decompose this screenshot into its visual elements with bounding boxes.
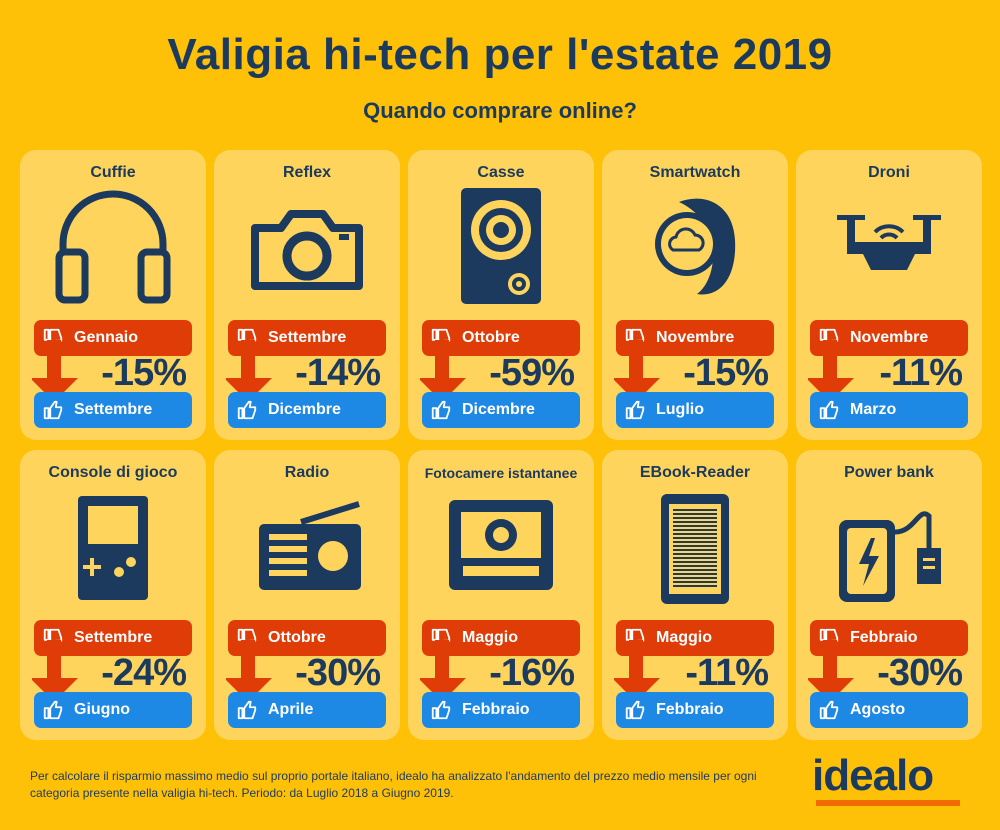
down-arrow-icon (226, 340, 272, 402)
saving-percentage: -30% (295, 652, 381, 694)
page-subtitle: Quando comprare online? (363, 98, 637, 123)
idealo-logo: idealo (812, 754, 962, 810)
methodology-footnote: Per calcolare il risparmio massimo medio… (30, 769, 757, 800)
cheapest-month: Agosto (810, 692, 968, 728)
down-arrow-icon (420, 340, 466, 402)
category-card-ebook-reader: EBook-Reader Maggio -11% Febbraio (602, 450, 788, 740)
cheap-month-label: Febbraio (656, 701, 724, 718)
down-arrow-icon (32, 340, 78, 402)
expensive-month-label: Maggio (656, 629, 712, 646)
headphones-icon (53, 186, 173, 306)
expensive-month-label: Gennaio (74, 329, 139, 346)
card-title: Power bank (844, 464, 934, 481)
category-grid: Cuffie Gennaio -15% Settembre Reflex (20, 150, 982, 742)
cheapest-month: Dicembre (228, 392, 386, 428)
card-title: Cuffie (90, 164, 136, 181)
down-arrow-icon (420, 640, 466, 702)
game-console-icon (53, 486, 173, 606)
category-card-casse: Casse Ottobre -59% Dicembre (408, 150, 594, 440)
cheap-month-label: Dicembre (268, 401, 341, 418)
thumbs-up-icon (43, 400, 63, 420)
power-bank-icon (829, 486, 949, 606)
thumbs-up-icon (819, 400, 839, 420)
down-arrow-icon (226, 640, 272, 702)
down-arrow-icon (32, 640, 78, 702)
saving-percentage: -11% (685, 652, 769, 694)
cheap-month-label: Luglio (656, 401, 704, 418)
smartwatch-icon (635, 186, 755, 306)
down-arrow-icon (808, 640, 854, 702)
cheapest-month: Dicembre (422, 392, 580, 428)
card-title: Radio (284, 464, 330, 481)
logo-text: idealo (812, 751, 934, 800)
thumbs-up-icon (237, 700, 257, 720)
down-arrow-icon (614, 340, 660, 402)
cheap-month-label: Marzo (850, 401, 897, 418)
card-title: Smartwatch (649, 164, 741, 181)
cheap-month-label: Dicembre (462, 401, 535, 418)
page-title: Valigia hi-tech per l'estate 2019 (167, 30, 833, 79)
down-arrow-icon (808, 340, 854, 402)
thumbs-up-icon (625, 400, 645, 420)
camera-icon (247, 186, 367, 306)
instant-camera-icon (441, 486, 561, 606)
category-card-power-bank: Power bank Febbraio -30% Agosto (796, 450, 982, 740)
category-card-reflex: Reflex Settembre -14% Dicembre (214, 150, 400, 440)
saving-percentage: -11% (879, 352, 963, 394)
card-title: Fotocamere istantanee (424, 465, 578, 481)
saving-percentage: -59% (489, 352, 575, 394)
cheapest-month: Febbraio (616, 692, 774, 728)
card-title: Console di gioco (48, 464, 178, 481)
expensive-month-label: Ottobre (268, 629, 326, 646)
drone-icon (829, 186, 949, 306)
card-title: EBook-Reader (639, 464, 751, 481)
expensive-month-label: Ottobre (462, 329, 520, 346)
saving-percentage: -30% (877, 652, 963, 694)
thumbs-up-icon (43, 700, 63, 720)
saving-percentage: -15% (101, 352, 187, 394)
category-card-console-di-gioco: Console di gioco Settembre -24% Giugno (20, 450, 206, 740)
cheapest-month: Giugno (34, 692, 192, 728)
thumbs-up-icon (625, 700, 645, 720)
cheap-month-label: Giugno (74, 701, 130, 718)
expensive-month-label: Novembre (850, 329, 929, 346)
saving-percentage: -16% (489, 652, 575, 694)
expensive-month-label: Febbraio (850, 629, 918, 646)
down-arrow-icon (614, 640, 660, 702)
saving-percentage: -24% (101, 652, 187, 694)
thumbs-up-icon (431, 700, 451, 720)
saving-percentage: -14% (295, 352, 381, 394)
thumbs-up-icon (819, 700, 839, 720)
category-card-radio: Radio Ottobre -30% Aprile (214, 450, 400, 740)
cheapest-month: Settembre (34, 392, 192, 428)
cheapest-month: Luglio (616, 392, 774, 428)
speaker-icon (441, 186, 561, 306)
saving-percentage: -15% (683, 352, 769, 394)
thumbs-up-icon (431, 400, 451, 420)
card-title: Reflex (282, 164, 332, 181)
category-card-fotocamere-istantanee: Fotocamere istantanee Maggio -16% Febbra… (408, 450, 594, 740)
cheapest-month: Aprile (228, 692, 386, 728)
ebook-reader-icon (635, 486, 755, 606)
cheap-month-label: Settembre (74, 401, 153, 418)
thumbs-up-icon (237, 400, 257, 420)
cheap-month-label: Febbraio (462, 701, 530, 718)
cheapest-month: Febbraio (422, 692, 580, 728)
expensive-month-label: Novembre (656, 329, 735, 346)
cheap-month-label: Agosto (850, 701, 906, 718)
logo-underline (816, 800, 960, 806)
cheap-month-label: Aprile (268, 701, 314, 718)
cheapest-month: Marzo (810, 392, 968, 428)
expensive-month-label: Settembre (74, 629, 153, 646)
expensive-month-label: Maggio (462, 629, 518, 646)
radio-icon (247, 486, 367, 606)
category-card-smartwatch: Smartwatch Novembre -15% Luglio (602, 150, 788, 440)
expensive-month-label: Settembre (268, 329, 347, 346)
category-card-droni: Droni Novembre -11% Marzo (796, 150, 982, 440)
card-title: Casse (477, 164, 525, 181)
card-title: Droni (868, 164, 910, 181)
category-card-cuffie: Cuffie Gennaio -15% Settembre (20, 150, 206, 440)
